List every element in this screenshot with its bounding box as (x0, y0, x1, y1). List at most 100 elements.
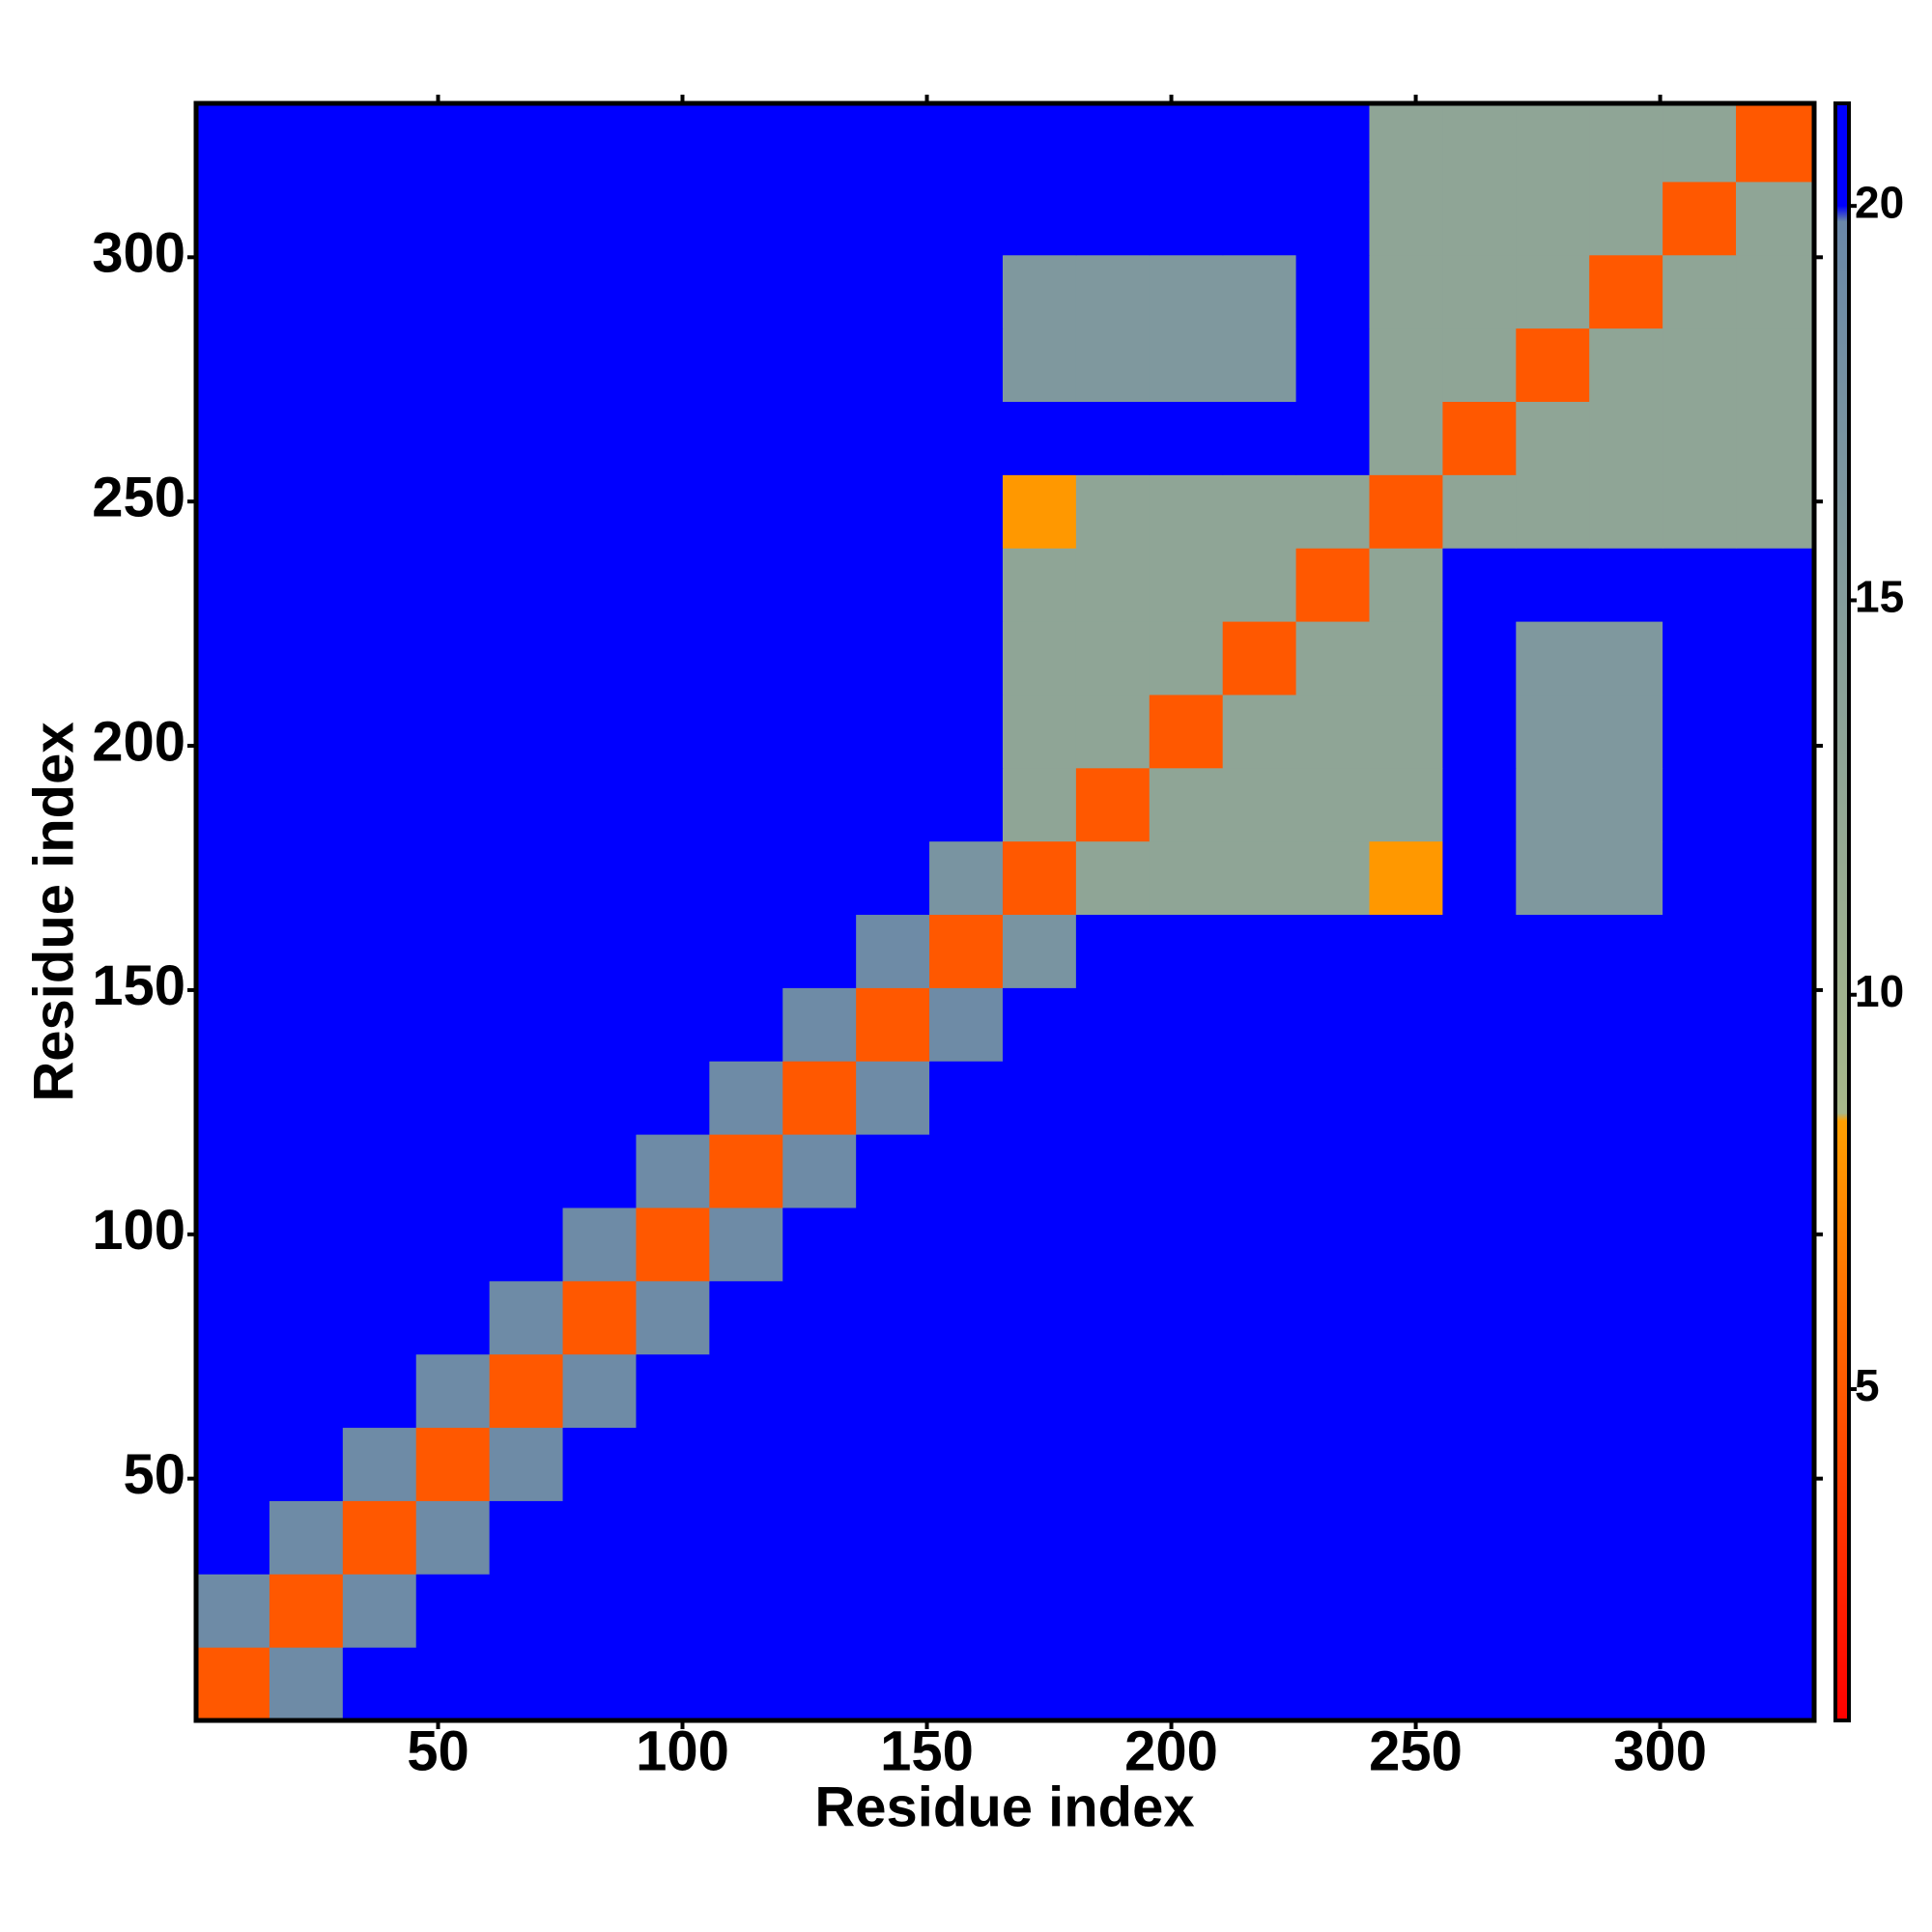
cell (269, 840, 344, 916)
cell (1369, 694, 1443, 769)
cell (1075, 914, 1151, 988)
cell (929, 1500, 1004, 1575)
cell (782, 254, 857, 329)
cell (342, 103, 417, 183)
cell (489, 767, 564, 842)
cell (1736, 1353, 1815, 1429)
cell (269, 401, 344, 475)
cell (709, 840, 783, 916)
cell (269, 1207, 344, 1282)
cell (782, 694, 857, 769)
cell (1295, 1207, 1371, 1282)
cell (1589, 1574, 1663, 1648)
cell (636, 621, 710, 696)
cell (415, 694, 491, 769)
cell (1736, 987, 1815, 1062)
cell (196, 914, 270, 988)
cell (1002, 1280, 1077, 1355)
cell (415, 1280, 491, 1355)
cell (1516, 987, 1590, 1062)
cell (1075, 327, 1151, 403)
cell (562, 1574, 637, 1648)
cell (1295, 1574, 1371, 1648)
cell (709, 1427, 783, 1501)
cell (196, 254, 270, 329)
cell (1002, 1134, 1077, 1208)
cell (709, 401, 783, 475)
cell (342, 914, 417, 988)
cell (196, 1574, 270, 1648)
cell (1002, 1427, 1077, 1501)
cell (1295, 1134, 1371, 1208)
cell (415, 1500, 491, 1575)
cell (1075, 1280, 1151, 1355)
cell (562, 1280, 637, 1355)
cell (342, 621, 417, 696)
cell (782, 1280, 857, 1355)
x-tick-label: 50 (407, 1719, 469, 1782)
cell (342, 401, 417, 475)
cell (1516, 401, 1590, 475)
cell (1002, 840, 1077, 916)
cell (929, 1427, 1004, 1501)
cell (1662, 621, 1737, 696)
cell (1442, 1280, 1517, 1355)
cell (709, 694, 783, 769)
cell (1442, 987, 1517, 1062)
cell (1736, 1061, 1815, 1135)
cell (1222, 103, 1297, 183)
cell (636, 327, 710, 403)
cell (562, 1134, 637, 1208)
cell (342, 694, 417, 769)
colorbar-tick-label: 15 (1855, 572, 1904, 622)
cell (1295, 767, 1371, 842)
cell (1516, 694, 1590, 769)
cell (709, 987, 783, 1062)
cell (1442, 621, 1517, 696)
cell (1075, 694, 1151, 769)
cell (929, 1061, 1004, 1135)
cell (1149, 1574, 1224, 1648)
cell (709, 767, 783, 842)
cell (929, 254, 1004, 329)
cell (1369, 103, 1443, 183)
cell (1075, 181, 1151, 256)
cell (489, 1647, 564, 1721)
cell (1369, 181, 1443, 256)
cell (1442, 767, 1517, 842)
cell (1075, 1574, 1151, 1648)
cell (196, 694, 270, 769)
cell (1516, 1574, 1590, 1648)
cell (929, 103, 1004, 183)
cell (1295, 254, 1371, 329)
cell (929, 1280, 1004, 1355)
x-axis-label: Residue index (814, 1776, 1194, 1838)
cell (709, 621, 783, 696)
cell (342, 987, 417, 1062)
cell (1002, 767, 1077, 842)
cell (636, 914, 710, 988)
cell (1589, 1280, 1663, 1355)
cell (1149, 474, 1224, 549)
cell (196, 1500, 270, 1575)
cell (415, 914, 491, 988)
cell (1516, 474, 1590, 549)
x-tick-label: 200 (1124, 1719, 1218, 1782)
cell (415, 987, 491, 1062)
cell (856, 1427, 930, 1501)
cell (489, 987, 564, 1062)
cell (929, 914, 1004, 988)
cell (1442, 327, 1517, 403)
cell (1075, 103, 1151, 183)
cell (856, 694, 930, 769)
cell (1075, 1353, 1151, 1429)
cell (929, 1574, 1004, 1648)
cell (1222, 1353, 1297, 1429)
cell (1149, 840, 1224, 916)
x-tick-label: 100 (636, 1719, 729, 1782)
cell (856, 254, 930, 329)
cell (929, 474, 1004, 549)
cell (1075, 767, 1151, 842)
cell (1589, 548, 1663, 622)
cell (1369, 987, 1443, 1062)
